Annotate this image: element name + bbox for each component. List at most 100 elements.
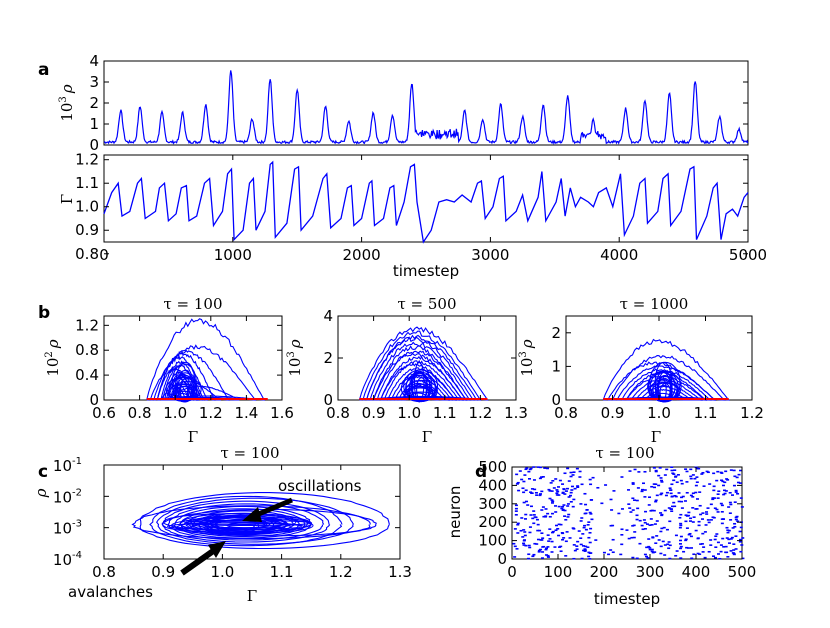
arrow-avalanches bbox=[180, 546, 218, 576]
d-xtick-label: 500 bbox=[728, 563, 757, 581]
axes-frame-d bbox=[511, 466, 743, 560]
c-ytick-label: 10-3 bbox=[53, 519, 82, 538]
a-bottom-xtick-label: 1000 bbox=[214, 246, 252, 264]
xlabel-b2: Γ bbox=[422, 428, 432, 446]
xlabel-b3: Γ bbox=[651, 428, 661, 446]
axes-frame-a-bottom bbox=[103, 154, 749, 243]
c-xtick-label: 1.3 bbox=[388, 563, 412, 581]
b1-xtick-label: 1.6 bbox=[270, 404, 294, 422]
b2-xtick-label: 1.1 bbox=[433, 404, 457, 422]
phase-loop-log bbox=[131, 505, 371, 540]
d-ytick-label: 200 bbox=[478, 513, 507, 531]
c-ytick-exp: -3 bbox=[72, 519, 82, 530]
a-top-ytick-label: 3 bbox=[89, 73, 99, 91]
ylabel-exp: 3 bbox=[286, 351, 297, 357]
panel-letter-b: b bbox=[38, 303, 50, 323]
d-ytick-label: 400 bbox=[478, 476, 507, 494]
ylabel-exp: 3 bbox=[58, 96, 69, 102]
b3-xtick-label: 1.1 bbox=[694, 404, 718, 422]
d-ytick-label: 500 bbox=[478, 458, 507, 476]
xlabel-c: Γ bbox=[247, 587, 257, 605]
phase-loop-core bbox=[649, 361, 681, 403]
phase-loop-core bbox=[657, 374, 672, 402]
c-xtick-label: 0.8 bbox=[92, 563, 116, 581]
b3-ytick-label: 0 bbox=[551, 391, 561, 409]
c-ytick-exp: -2 bbox=[72, 487, 82, 498]
ylabel-var: ρ bbox=[286, 339, 304, 349]
b1-xtick-label: 0.6 bbox=[92, 404, 116, 422]
ylabel-base: 10 bbox=[58, 103, 76, 122]
axes-frame-c bbox=[103, 464, 401, 560]
b2-ytick-label: 4 bbox=[323, 307, 333, 325]
d-xtick-label: 300 bbox=[636, 563, 665, 581]
a-bottom-ytick-label: 1.0 bbox=[75, 198, 99, 216]
d-ytick-label: 100 bbox=[478, 532, 507, 550]
c-ytick-base: 10 bbox=[53, 457, 72, 475]
xlabel-b1: Γ bbox=[188, 428, 198, 446]
title-c: τ = 100 bbox=[220, 444, 279, 462]
b1-xtick-label: 0.8 bbox=[128, 404, 152, 422]
annotation-oscillations: oscillations bbox=[278, 477, 362, 495]
chart-b3: τ = 1000 0 1 2 0.8 0.9 1.0 1.1 1.2 103 ρ Γ bbox=[518, 295, 764, 446]
a-bottom-xtick-label: 5000 bbox=[729, 246, 767, 264]
a-bottom-ytick-label: 1.2 bbox=[75, 151, 99, 169]
phase-loop-log-core bbox=[179, 516, 312, 532]
d-xtick-label: 100 bbox=[544, 563, 573, 581]
ylabel-var: ρ bbox=[44, 339, 62, 349]
b1-xtick-label: 1.2 bbox=[199, 404, 223, 422]
a-bottom-xtick-label: 3000 bbox=[471, 246, 509, 264]
c-ytick-label: 10-1 bbox=[53, 456, 82, 475]
ylabel-a-bottom: Γ bbox=[58, 194, 76, 204]
phase-loop-log bbox=[185, 510, 301, 536]
ylabel-exp: 2 bbox=[44, 351, 55, 357]
title-b1: τ = 100 bbox=[163, 295, 222, 313]
b3-xtick-label: 0.8 bbox=[554, 404, 578, 422]
ylabel-var: ρ bbox=[518, 339, 536, 349]
panel-letter-d: d bbox=[475, 462, 487, 482]
b3-xtick-label: 0.9 bbox=[601, 404, 625, 422]
xlabel-a-bottom: timestep bbox=[393, 262, 459, 280]
c-ytick-label: 10-4 bbox=[53, 550, 82, 569]
ylabel-var: ρ bbox=[58, 84, 76, 94]
b2-ytick-label: 2 bbox=[323, 349, 333, 367]
arrow-oscillations bbox=[253, 497, 293, 519]
c-xtick-label: 1.0 bbox=[210, 563, 234, 581]
b1-ytick-label: 0.8 bbox=[75, 341, 99, 359]
title-d: τ = 100 bbox=[595, 444, 654, 462]
c-ytick-base: 10 bbox=[53, 551, 72, 569]
d-ytick-label: 300 bbox=[478, 495, 507, 513]
d-xtick-label: 200 bbox=[590, 563, 619, 581]
phase-loop-core bbox=[404, 391, 437, 401]
a-bottom-xtick-label: 0 bbox=[99, 246, 109, 264]
a-top-ytick-label: 4 bbox=[89, 52, 99, 70]
chart-a-bottom: 0.80.91.01.11.2 0 1000 2000 3000 4000 5000 Γ … bbox=[58, 151, 767, 280]
c-ytick-label: 10-2 bbox=[53, 487, 82, 506]
b2-xtick-label: 1.3 bbox=[504, 404, 528, 422]
a-top-ytick-label: 1 bbox=[89, 115, 99, 133]
title-b2: τ = 500 bbox=[397, 295, 456, 313]
b2-ytick-label: 0 bbox=[323, 391, 333, 409]
a-bottom-xtick-label: 2000 bbox=[343, 246, 381, 264]
b2-xtick-label: 0.9 bbox=[362, 404, 386, 422]
ylabel-base: 10 bbox=[286, 358, 304, 377]
arrow-avalanches-head bbox=[208, 541, 226, 558]
ylabel-c: ρ bbox=[32, 488, 50, 498]
ylabel-b3: 103 ρ bbox=[518, 339, 536, 376]
phase-loop-log bbox=[139, 492, 390, 550]
a-bottom-ytick-label: 1.1 bbox=[75, 174, 99, 192]
b1-xtick-label: 1.4 bbox=[234, 404, 258, 422]
chart-b1: τ = 100 0 0.4 0.8 1.2 0.6 0.8 1.0 1.2 1.4 1.6 10… bbox=[44, 295, 294, 446]
a-bottom-ytick-label: 0.8 bbox=[75, 245, 99, 263]
series-gamma-line bbox=[103, 160, 749, 244]
ylabel-base: 10 bbox=[518, 358, 536, 377]
c-xtick-label: 0.9 bbox=[151, 563, 175, 581]
a-bottom-ytick-label: 0.9 bbox=[75, 221, 99, 239]
c-xtick-label: 1.2 bbox=[329, 563, 353, 581]
a-top-ytick-label: 2 bbox=[89, 94, 99, 112]
chart-c: τ = 100 10-110-210-310-4 0.8 0.9 1.0 1.1 1.2… bbox=[32, 444, 412, 605]
c-ytick-base: 10 bbox=[53, 488, 72, 506]
d-xtick-label: 400 bbox=[682, 563, 711, 581]
b3-xtick-label: 1.2 bbox=[740, 404, 764, 422]
